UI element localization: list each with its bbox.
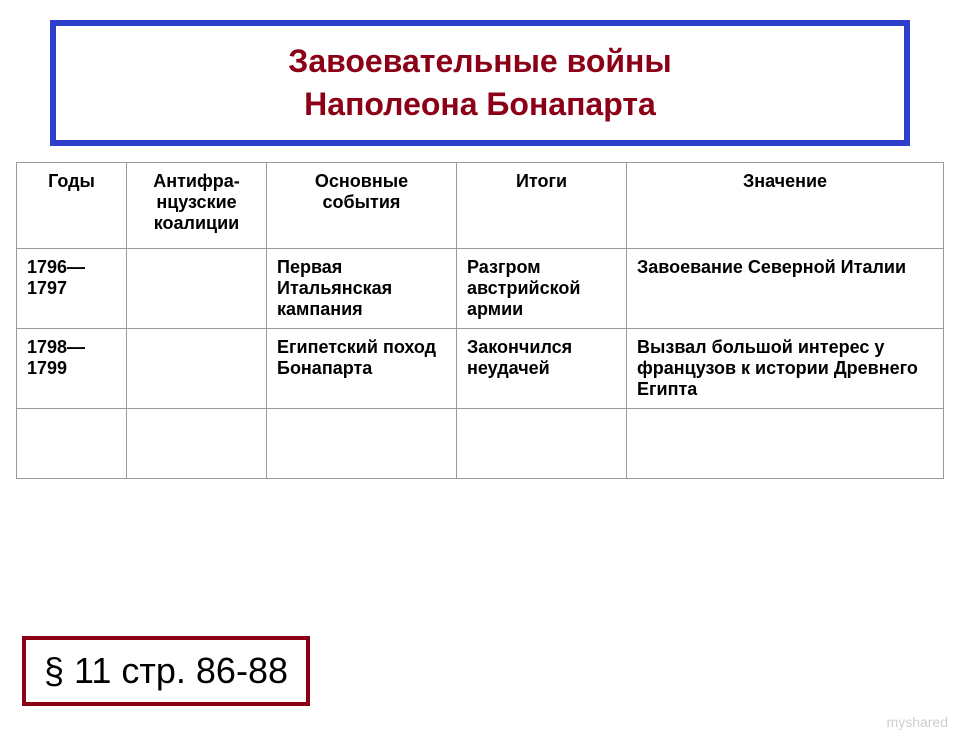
header-events: Основные события (267, 163, 457, 249)
cell-years (17, 409, 127, 479)
cell-meaning (627, 409, 944, 479)
cell-meaning: Завоевание Северной Италии (627, 249, 944, 329)
table-row: 1798—1799 Египетский поход Бонапарта Зак… (17, 329, 944, 409)
table-row (17, 409, 944, 479)
header-coalitions: Антифра-нцузские коалиции (127, 163, 267, 249)
wars-table: Годы Антифра-нцузские коалиции Основные … (16, 162, 944, 479)
cell-results: Разгром австрийской армии (457, 249, 627, 329)
cell-results (457, 409, 627, 479)
title-line-2: Наполеона Бонапарта (76, 83, 884, 126)
cell-events: Египетский поход Бонапарта (267, 329, 457, 409)
cell-events (267, 409, 457, 479)
table-row: 1796—1797 Первая Итальянская кампания Ра… (17, 249, 944, 329)
title-line-1: Завоевательные войны (76, 40, 884, 83)
header-results: Итоги (457, 163, 627, 249)
header-years: Годы (17, 163, 127, 249)
cell-years: 1798—1799 (17, 329, 127, 409)
cell-results: Закончился неудачей (457, 329, 627, 409)
cell-years: 1796—1797 (17, 249, 127, 329)
cell-coalitions (127, 409, 267, 479)
cell-coalitions (127, 329, 267, 409)
watermark: myshared (887, 714, 948, 730)
cell-coalitions (127, 249, 267, 329)
cell-meaning: Вызвал большой интерес у французов к ист… (627, 329, 944, 409)
section-reference: § 11 стр. 86-88 (22, 636, 310, 706)
header-meaning: Значение (627, 163, 944, 249)
table-header-row: Годы Антифра-нцузские коалиции Основные … (17, 163, 944, 249)
cell-events: Первая Итальянская кампания (267, 249, 457, 329)
title-box: Завоевательные войны Наполеона Бонапарта (50, 20, 910, 146)
